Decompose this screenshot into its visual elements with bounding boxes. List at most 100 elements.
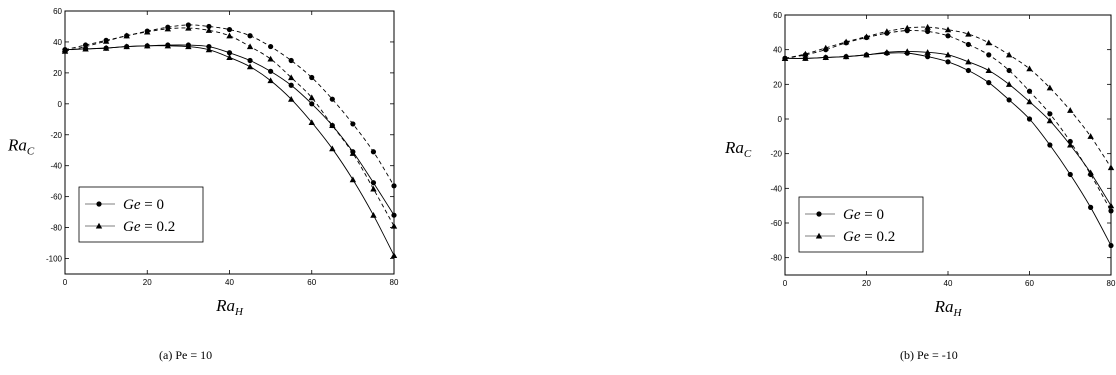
chart-panel-a: 0 20 40 60 80 60 40 20 0 -20 -40 -60 -80 -100 RaH RaC Ge… bbox=[0, 0, 420, 375]
series-1-point bbox=[102, 44, 110, 51]
y-tick-label: 40 bbox=[53, 38, 62, 47]
series-3-point bbox=[370, 185, 377, 192]
series-1-point bbox=[144, 42, 151, 49]
series-3-point bbox=[164, 25, 172, 32]
y-tick-label: -40 bbox=[50, 162, 62, 171]
series-3-point bbox=[924, 23, 931, 30]
series-0-point bbox=[288, 82, 294, 88]
caption-b: (b) Pe = -10 bbox=[900, 348, 958, 362]
series-2-point bbox=[350, 121, 356, 127]
series-1-point bbox=[226, 54, 233, 60]
series-1-point bbox=[1026, 98, 1033, 105]
series-3-point bbox=[102, 37, 110, 44]
y-axis-title: RaC bbox=[7, 135, 35, 157]
series-3-point bbox=[1107, 164, 1115, 171]
y-tick-label: 60 bbox=[773, 11, 782, 20]
series-1-point bbox=[842, 53, 850, 60]
series-0-point bbox=[1088, 204, 1094, 210]
series-3-point bbox=[822, 44, 829, 51]
legend-triangle-icon bbox=[95, 222, 103, 229]
series-3-point bbox=[781, 55, 789, 61]
series-0-point bbox=[965, 67, 971, 74]
series-3-point bbox=[944, 26, 952, 33]
x-tick-label: 20 bbox=[862, 279, 871, 288]
series-1-point bbox=[329, 145, 336, 152]
series-1-point bbox=[390, 252, 398, 258]
series-3-point bbox=[61, 48, 69, 54]
series-0-point bbox=[1067, 171, 1073, 178]
series-0-point bbox=[986, 80, 992, 86]
series-3-point bbox=[883, 28, 891, 35]
series-3-point bbox=[205, 27, 213, 33]
series-3-point bbox=[308, 94, 315, 101]
y-tick-label: 60 bbox=[53, 7, 62, 16]
x-axis-title: RaH bbox=[934, 297, 963, 319]
series-1-point bbox=[205, 46, 213, 53]
series-1-point bbox=[904, 48, 911, 54]
series-2-line bbox=[785, 30, 1111, 212]
series-1-point bbox=[924, 49, 931, 55]
series-0-point bbox=[1047, 142, 1053, 148]
series-1-point bbox=[863, 51, 870, 58]
series-0-point bbox=[247, 57, 253, 64]
x-tick-label: 80 bbox=[1107, 279, 1116, 288]
x-axis-title: RaH bbox=[215, 296, 244, 318]
series-2-point bbox=[1047, 111, 1053, 117]
series-2-point bbox=[1006, 67, 1012, 74]
series-3-point bbox=[267, 55, 274, 62]
series-0-point bbox=[268, 68, 274, 74]
x-tick-label: 80 bbox=[390, 278, 399, 287]
legend-label: Ge = 0.2 bbox=[123, 219, 175, 235]
series-1-point bbox=[1046, 117, 1054, 124]
series-2-point bbox=[288, 57, 294, 64]
y-tick-label: 20 bbox=[773, 80, 782, 89]
legend-circle-icon bbox=[96, 201, 102, 207]
series-3-point bbox=[863, 33, 870, 40]
series-3-point bbox=[965, 30, 972, 37]
series-1-point bbox=[164, 42, 172, 49]
series-0-point bbox=[1026, 116, 1033, 122]
y-tick-label: 0 bbox=[58, 100, 63, 109]
x-tick-label: 60 bbox=[307, 278, 316, 287]
series-3-point bbox=[123, 32, 130, 39]
series-3-point bbox=[287, 74, 295, 81]
y-tick-label: -60 bbox=[770, 219, 782, 228]
legend-label: Ge = 0 bbox=[123, 197, 164, 213]
series-2-point bbox=[370, 149, 377, 155]
series-3-line bbox=[785, 26, 1111, 168]
series-1-point bbox=[267, 77, 274, 84]
x-tick-label: 20 bbox=[143, 278, 152, 287]
series-3-point bbox=[1046, 84, 1054, 91]
series-3-point bbox=[329, 122, 336, 129]
y-tick-label: -100 bbox=[46, 255, 63, 264]
series-1-point bbox=[802, 55, 809, 61]
series-1-point bbox=[822, 54, 829, 61]
series-2-point bbox=[986, 52, 992, 58]
series-3-point bbox=[904, 24, 911, 31]
series-1-point bbox=[370, 212, 377, 218]
series-1-point bbox=[246, 63, 254, 70]
series-0-point bbox=[226, 50, 233, 56]
series-2-point bbox=[309, 74, 315, 81]
series-2-point bbox=[925, 28, 931, 35]
series-2-line bbox=[65, 24, 394, 187]
y-tick-label: 0 bbox=[778, 115, 783, 124]
legend-box bbox=[78, 186, 204, 243]
x-tick-label: 40 bbox=[944, 279, 953, 288]
y-tick-label: 20 bbox=[53, 69, 62, 78]
series-3-point bbox=[246, 43, 254, 50]
series-3-point bbox=[985, 39, 992, 46]
legend-box bbox=[798, 196, 924, 253]
series-2-point bbox=[268, 43, 274, 50]
series-2-point bbox=[391, 183, 397, 189]
series-3-point bbox=[842, 38, 850, 45]
y-tick-label: 40 bbox=[773, 46, 782, 55]
series-1-point bbox=[185, 43, 192, 50]
series-2-point bbox=[1026, 88, 1033, 94]
x-tick-label: 60 bbox=[1025, 279, 1034, 288]
series-2-point bbox=[329, 96, 335, 102]
series-2-point bbox=[226, 26, 233, 33]
legend-label: Ge = 0.2 bbox=[843, 229, 895, 245]
series-3-point bbox=[185, 24, 192, 31]
y-axis-title: RaC bbox=[724, 138, 752, 160]
